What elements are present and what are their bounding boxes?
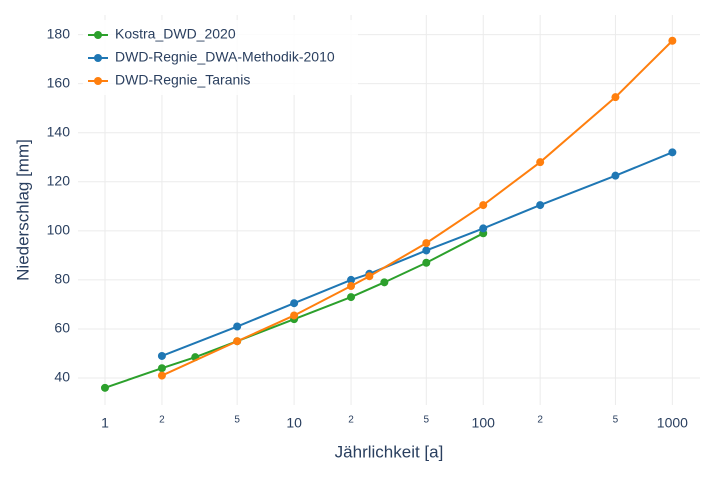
data-point [233, 322, 242, 331]
data-point [479, 201, 488, 210]
y-tick-label: 180 [47, 25, 71, 41]
x-tick-label: 5 [424, 415, 430, 426]
x-tick-label: 1000 [657, 415, 688, 431]
legend-marker [94, 31, 102, 39]
legend-marker [94, 54, 102, 62]
y-tick-label: 140 [47, 123, 71, 139]
data-point [668, 36, 677, 45]
x-tick-label: 2 [348, 415, 354, 426]
data-point [100, 383, 109, 392]
x-tick-label: 100 [472, 415, 496, 431]
x-tick-label: 5 [234, 415, 240, 426]
legend-box [83, 20, 358, 95]
x-tick-label: 2 [537, 415, 543, 426]
data-point [380, 278, 389, 287]
data-point [347, 293, 356, 302]
data-point [422, 246, 431, 255]
data-point [157, 364, 166, 373]
x-tick-label: 1 [101, 415, 109, 431]
data-point [422, 239, 431, 248]
data-point [365, 272, 374, 281]
data-point [611, 93, 620, 102]
data-point [233, 337, 242, 346]
series-line [161, 151, 673, 357]
data-point [290, 299, 299, 308]
legend: Kostra_DWD_2020 DWD-Regnie_DWA-Methodik-2… [83, 20, 358, 95]
y-tick-label: 120 [47, 172, 71, 188]
y-tick-label: 40 [54, 369, 70, 385]
data-point [347, 275, 356, 284]
x-tick-label: 10 [286, 415, 302, 431]
y-tick-label: 60 [54, 320, 70, 336]
data-point [157, 351, 166, 360]
legend-marker [94, 77, 102, 85]
data-point [347, 282, 356, 291]
legend-label: DWD-Regnie_Taranis [115, 72, 250, 88]
data-point [479, 224, 488, 233]
data-point [536, 201, 545, 210]
data-point [157, 371, 166, 380]
y-tick-label: 160 [47, 74, 71, 90]
x-axis-title: Jährlichkeit [a] [335, 442, 444, 461]
data-point [668, 148, 677, 157]
data-point [536, 158, 545, 167]
legend-label: DWD-Regnie_DWA-Methodik-2010 [115, 49, 335, 65]
y-tick-label: 80 [54, 271, 70, 287]
legend-label: Kostra_DWD_2020 [115, 26, 236, 42]
data-point [611, 171, 620, 180]
series-line [161, 40, 674, 377]
y-axis-title: Niederschlag [mm] [13, 139, 32, 281]
data-point [290, 311, 299, 320]
y-tick-label: 100 [47, 222, 71, 238]
x-tick-label: 2 [159, 415, 165, 426]
x-tick-label: 5 [613, 415, 619, 426]
data-point [422, 258, 431, 267]
